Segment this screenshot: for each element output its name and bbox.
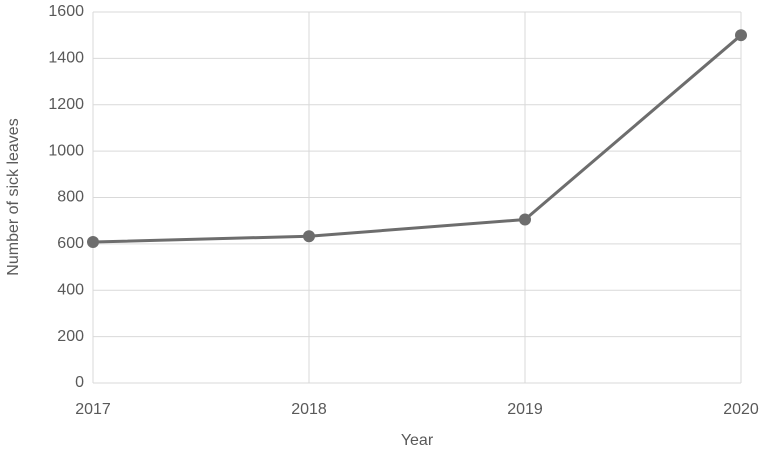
- x-tick-label: 2017: [75, 401, 111, 418]
- x-tick-label: 2019: [507, 401, 543, 418]
- y-axis-title: Number of sick leaves: [5, 118, 22, 275]
- y-tick-label: 0: [75, 374, 84, 391]
- data-point: [735, 29, 747, 42]
- y-tick-label: 400: [57, 281, 84, 298]
- y-tick-label: 1200: [48, 96, 84, 113]
- y-tick-label: 1000: [48, 142, 84, 159]
- data-point: [87, 236, 99, 249]
- y-tick-label: 1400: [48, 50, 84, 67]
- x-axis-title: Year: [401, 432, 434, 449]
- x-tick-label: 2020: [723, 401, 759, 418]
- x-tick-label: 2018: [291, 401, 327, 418]
- data-point: [303, 230, 315, 243]
- y-tick-label: 600: [57, 235, 84, 252]
- y-tick-label: 200: [57, 328, 84, 345]
- y-tick-label: 800: [57, 189, 84, 206]
- data-line: [92, 34, 742, 244]
- data-point: [519, 213, 531, 226]
- y-tick-label: 1600: [48, 3, 84, 20]
